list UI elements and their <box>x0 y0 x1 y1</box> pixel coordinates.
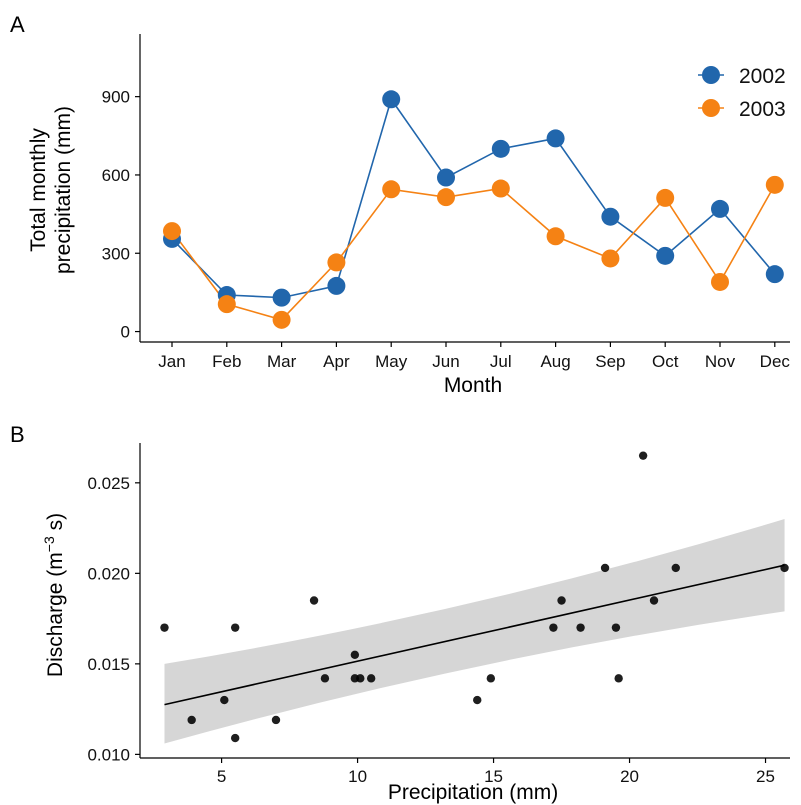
scatter-point <box>320 674 330 683</box>
scatter-point <box>486 674 496 683</box>
x-tick-label: Aug <box>540 352 570 371</box>
y-tick-label: 0.020 <box>87 564 130 583</box>
panel-a: A Jan Feb Mar Apr May Jun Jul Aug Sep Oct Nov Dec 0… <box>10 12 790 397</box>
x-tick-label: 10 <box>348 767 367 786</box>
data-point-2003 <box>272 310 291 329</box>
scatter-point <box>473 695 482 705</box>
y-tick-label: 600 <box>102 166 130 185</box>
series-line-2003 <box>171 184 776 321</box>
y-tick-label: 300 <box>102 244 130 263</box>
x-tick-label: Sep <box>595 352 625 371</box>
data-point-2002 <box>327 276 346 295</box>
panel-a-x-axis-title: Month <box>444 374 502 397</box>
data-point-2002 <box>546 129 565 148</box>
data-point-2003 <box>656 188 675 207</box>
panel-b-y-axis-title-end: s) <box>44 513 67 536</box>
panel-a-series-points <box>163 90 784 329</box>
data-point-2002 <box>272 288 291 307</box>
panel-b-y-axis-title-main: Discharge (m <box>44 552 67 677</box>
legend-marker-2003 <box>702 99 720 117</box>
data-point-2002 <box>601 207 620 226</box>
y-tick-label: 0.010 <box>87 745 130 764</box>
x-tick-label: Jun <box>432 352 459 371</box>
panel-a-y-axis-title-line1: Total monthly <box>27 128 50 252</box>
x-tick-label: 5 <box>217 767 226 786</box>
data-point-2003 <box>163 222 181 241</box>
data-point-2002 <box>711 199 729 218</box>
series-line-2002 <box>171 97 776 299</box>
scatter-point <box>160 623 169 632</box>
scatter-point <box>638 451 648 460</box>
panel-b-fit-line <box>164 564 785 706</box>
scatter-point <box>230 733 240 743</box>
x-tick-label: Dec <box>760 352 791 371</box>
scatter-point <box>671 563 680 573</box>
legend-label-2002: 2002 <box>739 65 786 88</box>
x-tick-label: Feb <box>212 352 241 371</box>
panel-a-y-ticks: 0 300 600 900 <box>102 88 140 342</box>
panel-a-legend: 2002 2003 <box>698 65 786 121</box>
x-tick-label: Jan <box>158 352 185 371</box>
scatter-point <box>780 563 789 573</box>
x-tick-label: Mar <box>267 352 297 371</box>
data-point-2002 <box>765 265 784 284</box>
data-point-2003 <box>491 179 510 198</box>
scatter-point <box>649 596 659 605</box>
x-tick-label: Oct <box>652 352 679 371</box>
panel-b-points <box>160 451 789 743</box>
y-tick-label: 0.025 <box>87 474 130 493</box>
scatter-point <box>230 623 240 632</box>
data-point-2003 <box>327 253 346 272</box>
legend-marker-2002 <box>702 66 720 84</box>
y-tick-label: 0 <box>121 323 130 342</box>
scatter-point <box>350 650 360 660</box>
panel-a-label: A <box>10 12 25 37</box>
data-point-2003 <box>437 188 455 207</box>
data-point-2003 <box>217 295 236 314</box>
x-tick-label: Jul <box>490 352 512 371</box>
scatter-point <box>309 596 319 605</box>
scatter-point <box>614 674 623 683</box>
y-tick-label: 0.015 <box>87 655 130 674</box>
data-point-2002 <box>437 168 455 187</box>
scatter-point <box>600 563 610 573</box>
x-tick-label: 20 <box>620 767 639 786</box>
scatter-point <box>187 715 196 725</box>
panel-b-y-axis-title-superscript: −3 <box>41 536 57 552</box>
x-tick-label: 25 <box>756 767 775 786</box>
x-tick-label: May <box>375 352 408 371</box>
scatter-point <box>576 623 585 632</box>
legend-label-2003: 2003 <box>739 98 786 121</box>
x-tick-label: 15 <box>484 767 503 786</box>
scatter-point <box>220 695 229 705</box>
data-point-2003 <box>711 272 729 291</box>
scatter-point <box>271 715 281 725</box>
scatter-point <box>611 623 621 632</box>
panel-b-x-axis-title: Precipitation (mm) <box>388 781 558 804</box>
panel-a-y-axis-title-line2: precipitation (mm) <box>52 106 75 274</box>
y-tick-label: 900 <box>102 88 130 107</box>
panel-b-y-ticks: 0.010 0.015 0.020 0.025 <box>87 474 140 764</box>
data-point-2002 <box>382 90 401 109</box>
scatter-point <box>366 674 376 683</box>
panel-b-x-ticks: 5 10 15 20 25 <box>217 758 775 786</box>
scatter-point <box>549 623 558 632</box>
data-point-2003 <box>382 180 401 199</box>
data-point-2003 <box>546 227 565 246</box>
panel-b-y-axis-title: Discharge (m−3 s) <box>41 513 67 677</box>
x-tick-label: Apr <box>323 352 350 371</box>
data-point-2002 <box>491 139 510 158</box>
data-point-2003 <box>601 249 620 268</box>
data-point-2002 <box>656 246 675 265</box>
panel-b-confidence-band <box>164 519 785 744</box>
x-tick-label: Nov <box>705 352 736 371</box>
panel-a-x-ticks: Jan Feb Mar Apr May Jun Jul Aug Sep Oct Nov Dec <box>158 342 790 371</box>
data-point-2003 <box>765 175 784 194</box>
scatter-point <box>557 596 566 605</box>
scatter-point <box>356 674 365 683</box>
panel-b: B 5 10 15 20 25 0.010 0.015 0.020 0.025 Precipi… <box>10 422 790 804</box>
panel-b-label: B <box>10 422 25 447</box>
panel-a-series-lines <box>171 97 776 321</box>
